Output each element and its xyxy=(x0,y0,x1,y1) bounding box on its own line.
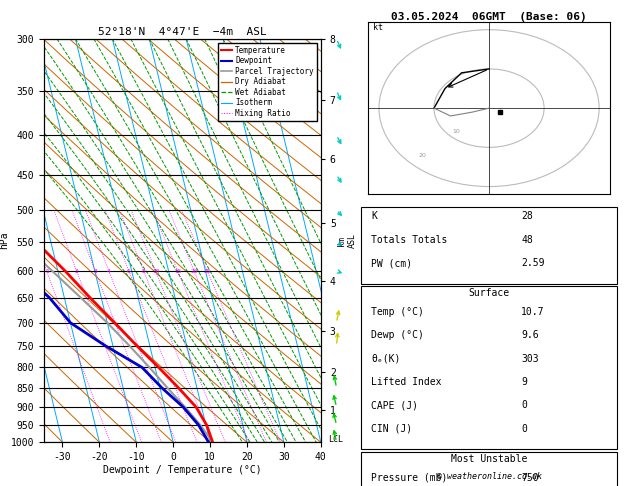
Text: 48: 48 xyxy=(521,235,533,245)
Text: 28: 28 xyxy=(521,211,533,222)
Text: 03.05.2024  06GMT  (Base: 06): 03.05.2024 06GMT (Base: 06) xyxy=(391,12,587,22)
Text: Pressure (mb): Pressure (mb) xyxy=(371,473,448,483)
Text: 10.7: 10.7 xyxy=(521,307,545,317)
Text: 1: 1 xyxy=(45,269,48,274)
Text: 0: 0 xyxy=(521,400,527,410)
Y-axis label: hPa: hPa xyxy=(0,232,9,249)
Title: 52°18'N  4°47'E  −4m  ASL: 52°18'N 4°47'E −4m ASL xyxy=(98,27,267,37)
Text: Surface: Surface xyxy=(469,288,509,298)
Text: 4: 4 xyxy=(107,269,111,274)
Text: 9: 9 xyxy=(521,377,527,387)
Text: 10: 10 xyxy=(152,269,159,274)
Legend: Temperature, Dewpoint, Parcel Trajectory, Dry Adiabat, Wet Adiabat, Isotherm, Mi: Temperature, Dewpoint, Parcel Trajectory… xyxy=(218,43,317,121)
Text: 8: 8 xyxy=(142,269,145,274)
Text: 10: 10 xyxy=(452,129,460,134)
Text: Lifted Index: Lifted Index xyxy=(371,377,442,387)
Y-axis label: km
ASL: km ASL xyxy=(337,233,357,248)
Text: Most Unstable: Most Unstable xyxy=(451,454,527,464)
Text: Temp (°C): Temp (°C) xyxy=(371,307,425,317)
Text: LCL: LCL xyxy=(328,435,343,444)
Text: Totals Totals: Totals Totals xyxy=(371,235,448,245)
Bar xyxy=(361,286,618,449)
Text: © weatheronline.co.uk: © weatheronline.co.uk xyxy=(437,472,542,481)
Text: 9.6: 9.6 xyxy=(521,330,539,340)
Text: 2.59: 2.59 xyxy=(521,258,545,268)
Text: CIN (J): CIN (J) xyxy=(371,424,413,434)
Text: 3: 3 xyxy=(93,269,97,274)
Text: Dewp (°C): Dewp (°C) xyxy=(371,330,425,340)
Text: 303: 303 xyxy=(521,354,539,364)
Text: 25: 25 xyxy=(204,269,211,274)
Text: 750: 750 xyxy=(521,473,539,483)
Text: 0: 0 xyxy=(521,424,527,434)
Text: PW (cm): PW (cm) xyxy=(371,258,413,268)
Text: 6: 6 xyxy=(127,269,131,274)
Text: 20: 20 xyxy=(419,153,427,158)
Bar xyxy=(361,451,618,486)
Text: 15: 15 xyxy=(174,269,182,274)
Text: K: K xyxy=(371,211,377,222)
Text: kt: kt xyxy=(374,23,384,32)
Bar xyxy=(361,207,618,283)
Text: θₑ(K): θₑ(K) xyxy=(371,354,401,364)
Text: CAPE (J): CAPE (J) xyxy=(371,400,418,410)
Text: 2: 2 xyxy=(75,269,79,274)
X-axis label: Dewpoint / Temperature (°C): Dewpoint / Temperature (°C) xyxy=(103,465,262,475)
Text: 20: 20 xyxy=(191,269,198,274)
